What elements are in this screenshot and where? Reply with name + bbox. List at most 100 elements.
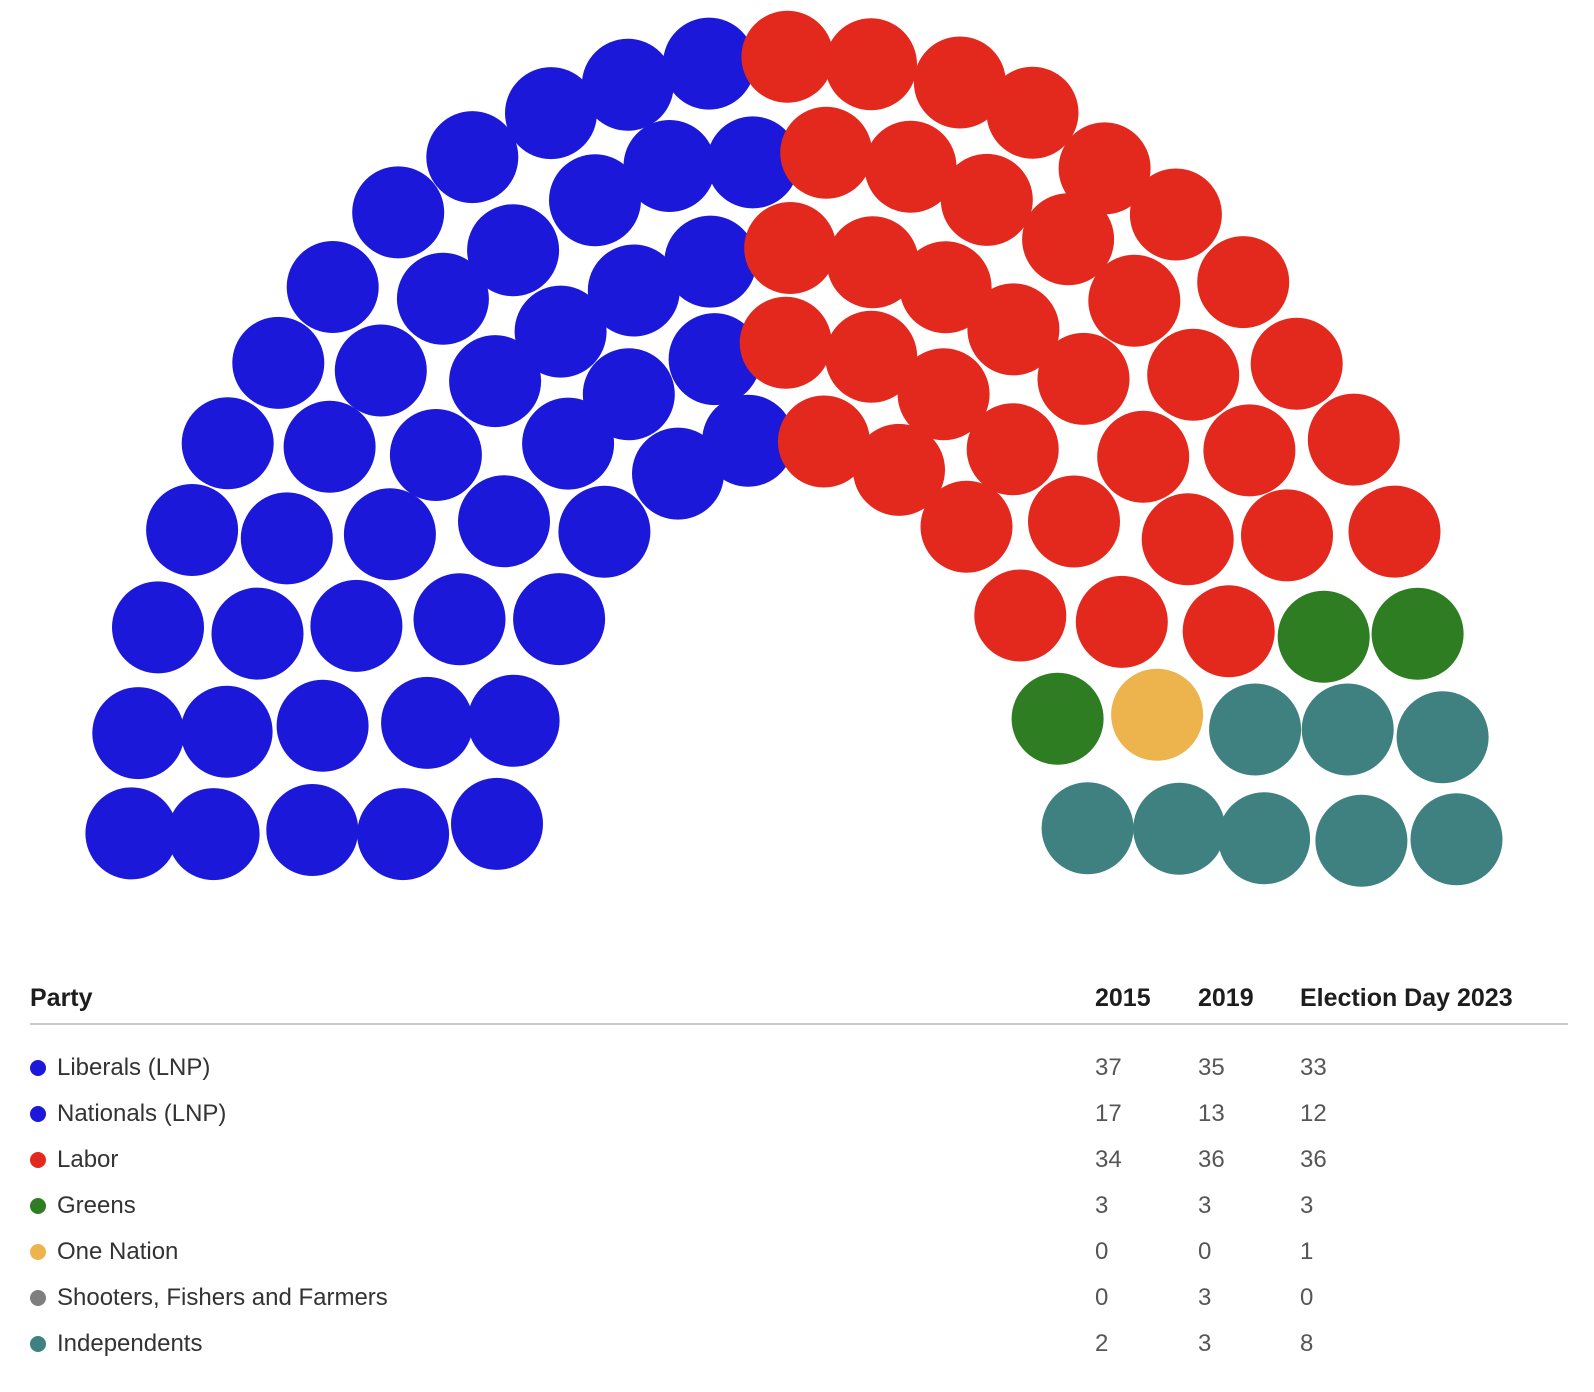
seat-dot-liberals-lnp bbox=[343, 488, 436, 581]
seat-dot-liberals-lnp bbox=[276, 679, 369, 772]
seat-dot-liberals-lnp bbox=[389, 409, 482, 501]
seat-dot-labor bbox=[966, 403, 1059, 496]
parliament-chart bbox=[85, 10, 1503, 887]
seat-dot-liberals-lnp bbox=[513, 573, 606, 666]
party-table: Party 2015 2019 Election Day 2023 Libera… bbox=[30, 948, 1568, 1367]
seat-dot-labor bbox=[739, 296, 832, 389]
seat-dot-nationals-lnp bbox=[668, 313, 761, 406]
party-label-cell: Nationals (LNP) bbox=[30, 1100, 1095, 1128]
seat-dot-labor bbox=[967, 283, 1060, 376]
seat-dot-liberals-lnp bbox=[266, 784, 359, 876]
seat-count: 36 bbox=[1300, 1146, 1327, 1173]
seat-dot-independents bbox=[1041, 782, 1134, 875]
seat-dot-liberals-lnp bbox=[240, 492, 333, 585]
seat-dot-greens bbox=[1011, 672, 1104, 765]
legend-dot-labor bbox=[30, 1152, 46, 1168]
column-header-election-day-2023: Election Day 2023 bbox=[1300, 984, 1513, 1012]
seat-dot-labor bbox=[1088, 254, 1181, 347]
seat-dot-labor bbox=[897, 348, 990, 441]
seat-count: 0 bbox=[1198, 1238, 1212, 1265]
seat-dot-liberals-lnp bbox=[211, 587, 304, 680]
seat-count: 17 bbox=[1095, 1100, 1122, 1127]
seat-dot-labor bbox=[825, 310, 918, 403]
seat-dot-labor bbox=[1129, 168, 1222, 261]
party-label-cell: One Nation bbox=[30, 1238, 1095, 1266]
table-row: Greens 3 3 3 bbox=[30, 1183, 1568, 1229]
seat-count: 3 bbox=[1198, 1330, 1212, 1357]
seat-dot-labor bbox=[1147, 328, 1240, 421]
seat-dot-independents bbox=[1301, 683, 1394, 776]
legend-dot-shooters-fishers-and-farmers bbox=[30, 1290, 46, 1306]
seat-dot-labor bbox=[1097, 410, 1190, 503]
seat-dot-independents bbox=[1209, 683, 1302, 776]
seat-count: 3 bbox=[1095, 1192, 1109, 1219]
party-table-body: Liberals (LNP) 37 35 33 Nationals (LNP) 17 13 1… bbox=[30, 1025, 1568, 1367]
seat-count: 1 bbox=[1300, 1238, 1314, 1265]
table-row: Shooters, Fishers and Farmers 0 3 0 bbox=[30, 1275, 1568, 1321]
seat-dot-labor bbox=[1182, 585, 1275, 678]
seat-dot-liberals-lnp bbox=[112, 581, 204, 674]
seat-dot-labor bbox=[1058, 122, 1151, 215]
seat-dot-labor bbox=[940, 153, 1033, 246]
party-name: Labor bbox=[57, 1146, 119, 1173]
seat-dot-liberals-lnp bbox=[467, 204, 560, 297]
seat-dot-labor bbox=[853, 423, 945, 516]
seat-dot-liberals-lnp bbox=[146, 484, 239, 576]
party-name: Independents bbox=[57, 1330, 203, 1357]
table-row: Nationals (LNP) 17 13 12 bbox=[30, 1091, 1568, 1137]
seat-dot-liberals-lnp bbox=[558, 485, 651, 578]
seat-count: 34 bbox=[1095, 1146, 1122, 1173]
seat-dot-liberals-lnp bbox=[396, 252, 489, 345]
table-row: Labor 34 36 36 bbox=[30, 1137, 1568, 1183]
column-header-2015: 2015 bbox=[1095, 984, 1151, 1012]
seat-dot-liberals-lnp bbox=[286, 241, 379, 333]
seat-count: 35 bbox=[1198, 1054, 1225, 1081]
seat-dot-liberals-lnp bbox=[357, 788, 450, 881]
seat-dot-liberals-lnp bbox=[283, 400, 376, 493]
seat-count: 0 bbox=[1095, 1238, 1109, 1265]
seat-dot-labor bbox=[1075, 575, 1168, 668]
seat-dot-liberals-lnp bbox=[232, 316, 325, 409]
seat-dot-labor bbox=[1022, 193, 1115, 286]
seat-dot-liberals-lnp bbox=[352, 166, 445, 259]
seat-count: 0 bbox=[1095, 1284, 1109, 1311]
seat-dot-independents bbox=[1315, 794, 1408, 887]
seat-count: 0 bbox=[1300, 1284, 1314, 1311]
party-label-cell: Shooters, Fishers and Farmers bbox=[30, 1284, 1095, 1312]
seat-dot-labor bbox=[1203, 404, 1296, 497]
seat-dot-liberals-lnp bbox=[514, 285, 607, 378]
seat-dot-one-nation bbox=[1111, 668, 1204, 761]
seat-dot-labor bbox=[974, 569, 1067, 662]
parliament-chart-area bbox=[85, 10, 1503, 887]
seat-dot-liberals-lnp bbox=[458, 475, 550, 568]
seat-count: 3 bbox=[1198, 1284, 1212, 1311]
seat-dot-labor bbox=[1028, 475, 1120, 568]
party-label-cell: Greens bbox=[30, 1192, 1095, 1220]
seat-dot-greens bbox=[1371, 587, 1464, 680]
party-label-cell: Labor bbox=[30, 1146, 1095, 1174]
seat-dot-labor bbox=[780, 106, 873, 199]
seat-dot-liberals-lnp bbox=[92, 687, 185, 780]
party-name: Greens bbox=[57, 1192, 136, 1219]
seat-dot-nationals-lnp bbox=[581, 38, 674, 131]
seat-count: 13 bbox=[1198, 1100, 1225, 1127]
seat-dot-liberals-lnp bbox=[467, 674, 560, 767]
seat-dot-independents bbox=[1133, 782, 1226, 875]
legend-dot-one-nation bbox=[30, 1244, 46, 1260]
seat-dot-liberals-lnp bbox=[381, 676, 474, 769]
seat-dot-labor bbox=[920, 480, 1013, 573]
seat-count: 37 bbox=[1095, 1054, 1122, 1081]
seat-dot-liberals-lnp bbox=[310, 579, 403, 672]
seat-dot-labor bbox=[913, 36, 1006, 129]
seat-dot-labor bbox=[899, 241, 992, 334]
seat-dot-liberals-lnp bbox=[181, 397, 274, 490]
seat-dot-nationals-lnp bbox=[582, 348, 675, 441]
party-name: One Nation bbox=[57, 1238, 179, 1265]
seat-dot-labor bbox=[741, 10, 834, 103]
table-row: One Nation 0 0 1 bbox=[30, 1229, 1568, 1275]
seat-dot-liberals-lnp bbox=[451, 777, 543, 870]
table-row: Independents 2 3 8 bbox=[30, 1321, 1568, 1367]
seat-count: 33 bbox=[1300, 1054, 1327, 1081]
column-header-2019: 2019 bbox=[1198, 984, 1254, 1012]
seat-dot-labor bbox=[826, 216, 919, 309]
